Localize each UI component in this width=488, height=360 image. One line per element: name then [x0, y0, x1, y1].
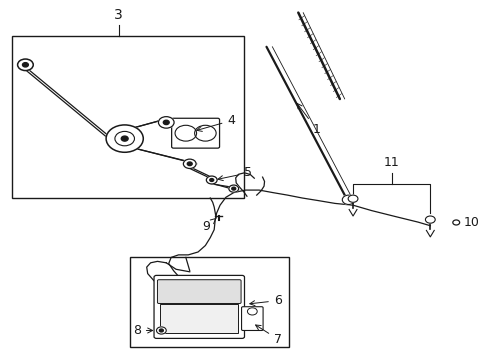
Circle shape — [231, 187, 235, 190]
FancyBboxPatch shape — [154, 275, 244, 338]
Text: 6: 6 — [249, 294, 281, 307]
Text: 4: 4 — [197, 114, 235, 131]
Text: 5: 5 — [218, 166, 252, 181]
Circle shape — [228, 185, 238, 192]
Circle shape — [159, 329, 163, 332]
FancyBboxPatch shape — [157, 280, 241, 303]
Circle shape — [121, 136, 128, 141]
Text: 10: 10 — [463, 216, 478, 229]
Text: 2: 2 — [0, 359, 1, 360]
Circle shape — [158, 117, 174, 128]
Text: 7: 7 — [255, 325, 281, 346]
Text: 8: 8 — [133, 324, 152, 337]
Text: 1: 1 — [297, 103, 320, 136]
Bar — [129, 257, 288, 347]
Circle shape — [18, 59, 33, 71]
Circle shape — [163, 120, 169, 125]
Circle shape — [452, 220, 459, 225]
FancyBboxPatch shape — [171, 118, 219, 148]
Circle shape — [115, 131, 134, 146]
Bar — [12, 36, 244, 198]
FancyBboxPatch shape — [241, 307, 263, 330]
Circle shape — [347, 195, 357, 202]
Text: 11: 11 — [383, 156, 399, 169]
Circle shape — [209, 179, 213, 181]
Text: 9: 9 — [202, 219, 215, 233]
Circle shape — [175, 125, 196, 141]
Circle shape — [342, 195, 354, 204]
Circle shape — [194, 125, 216, 141]
Circle shape — [183, 159, 196, 168]
Circle shape — [187, 162, 192, 166]
Text: 3: 3 — [114, 8, 122, 22]
Circle shape — [156, 327, 166, 334]
Bar — [160, 304, 238, 333]
Circle shape — [247, 308, 257, 315]
Circle shape — [206, 176, 217, 184]
Circle shape — [425, 216, 434, 223]
Circle shape — [22, 63, 28, 67]
Circle shape — [106, 125, 143, 152]
